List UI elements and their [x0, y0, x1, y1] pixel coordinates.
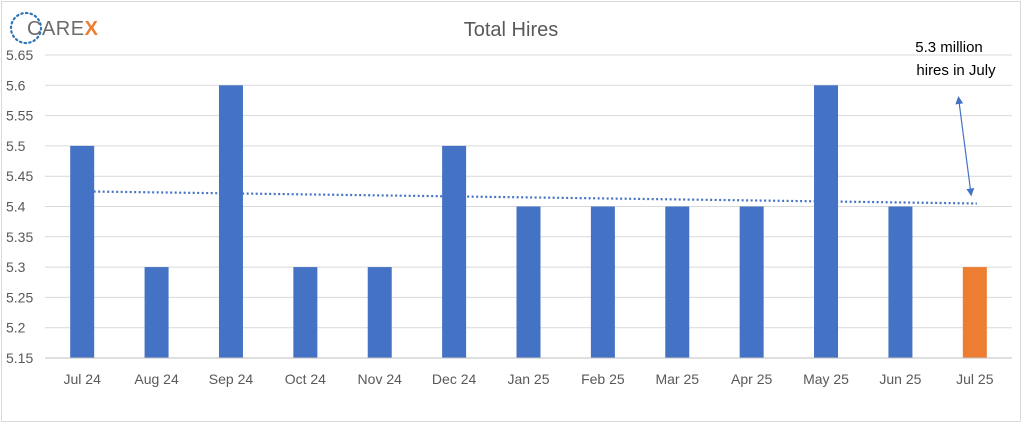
- logo-text-accent: X: [85, 18, 99, 40]
- y-tick-label: 5.2: [6, 320, 26, 336]
- logo-dotted-ring: [9, 11, 43, 45]
- bar-jul-25: [962, 267, 987, 358]
- bar-mar-25: [665, 206, 690, 358]
- x-tick-label: Apr 25: [731, 371, 772, 387]
- x-tick-label: Jul 24: [64, 371, 102, 387]
- annotation: 5.3 million hires in July: [915, 39, 996, 197]
- y-tick-label: 5.45: [6, 168, 33, 184]
- bar-jun-25: [888, 206, 913, 358]
- x-tick-label: Dec 24: [432, 371, 477, 387]
- x-tick-label: Feb 25: [581, 371, 625, 387]
- trendline: [80, 190, 977, 205]
- annotation-line-1: 5.3 million: [915, 39, 983, 56]
- x-tick-label: Jun 25: [879, 371, 921, 387]
- y-axis-tick-labels: 5.15 5.2 5.25 5.3 5.35 5.4 5.45 5.5 5.55 5.6 5.65: [6, 47, 33, 366]
- y-tick-label: 5.6: [6, 77, 26, 93]
- bar-feb-25: [590, 206, 615, 358]
- annotation-line-2: hires in July: [916, 62, 996, 79]
- x-tick-label: Sep 24: [209, 371, 254, 387]
- y-tick-label: 5.25: [6, 289, 33, 305]
- y-tick-label: 5.35: [6, 229, 33, 245]
- y-tick-label: 5.4: [6, 199, 26, 215]
- chart-title: Total Hires: [464, 19, 558, 41]
- bar-dec-24: [442, 145, 467, 358]
- x-tick-label: Aug 24: [134, 371, 179, 387]
- bar-jan-25: [516, 206, 541, 358]
- x-axis-tick-labels: Jul 24 Aug 24 Sep 24 Oct 24 Nov 24 Dec 24 Jan …: [64, 371, 994, 387]
- x-tick-label: Jan 25: [507, 371, 549, 387]
- y-tick-label: 5.15: [6, 350, 33, 366]
- bar-aug-24: [144, 267, 169, 358]
- x-tick-label: Jul 25: [956, 371, 994, 387]
- bar-jul-24: [70, 145, 95, 358]
- annotation-arrow: [955, 96, 975, 197]
- bar-may-25: [814, 85, 839, 359]
- x-tick-label: Mar 25: [655, 371, 699, 387]
- carex-logo: CAREX: [9, 11, 99, 45]
- x-tick-label: Nov 24: [358, 371, 403, 387]
- bar-nov-24: [367, 267, 392, 358]
- logo-wordmark: CAREX: [27, 18, 99, 40]
- x-tick-label: May 25: [803, 371, 849, 387]
- bar-sep-24: [218, 85, 243, 359]
- bars: [70, 85, 987, 359]
- x-tick-label: Oct 24: [285, 371, 326, 387]
- bar-apr-25: [739, 206, 764, 358]
- y-tick-label: 5.65: [6, 47, 33, 63]
- bar-oct-24: [293, 267, 318, 358]
- y-tick-label: 5.5: [6, 138, 26, 154]
- logo-text-main: CARE: [27, 18, 85, 40]
- y-tick-label: 5.3: [6, 259, 26, 275]
- y-tick-label: 5.55: [6, 108, 33, 124]
